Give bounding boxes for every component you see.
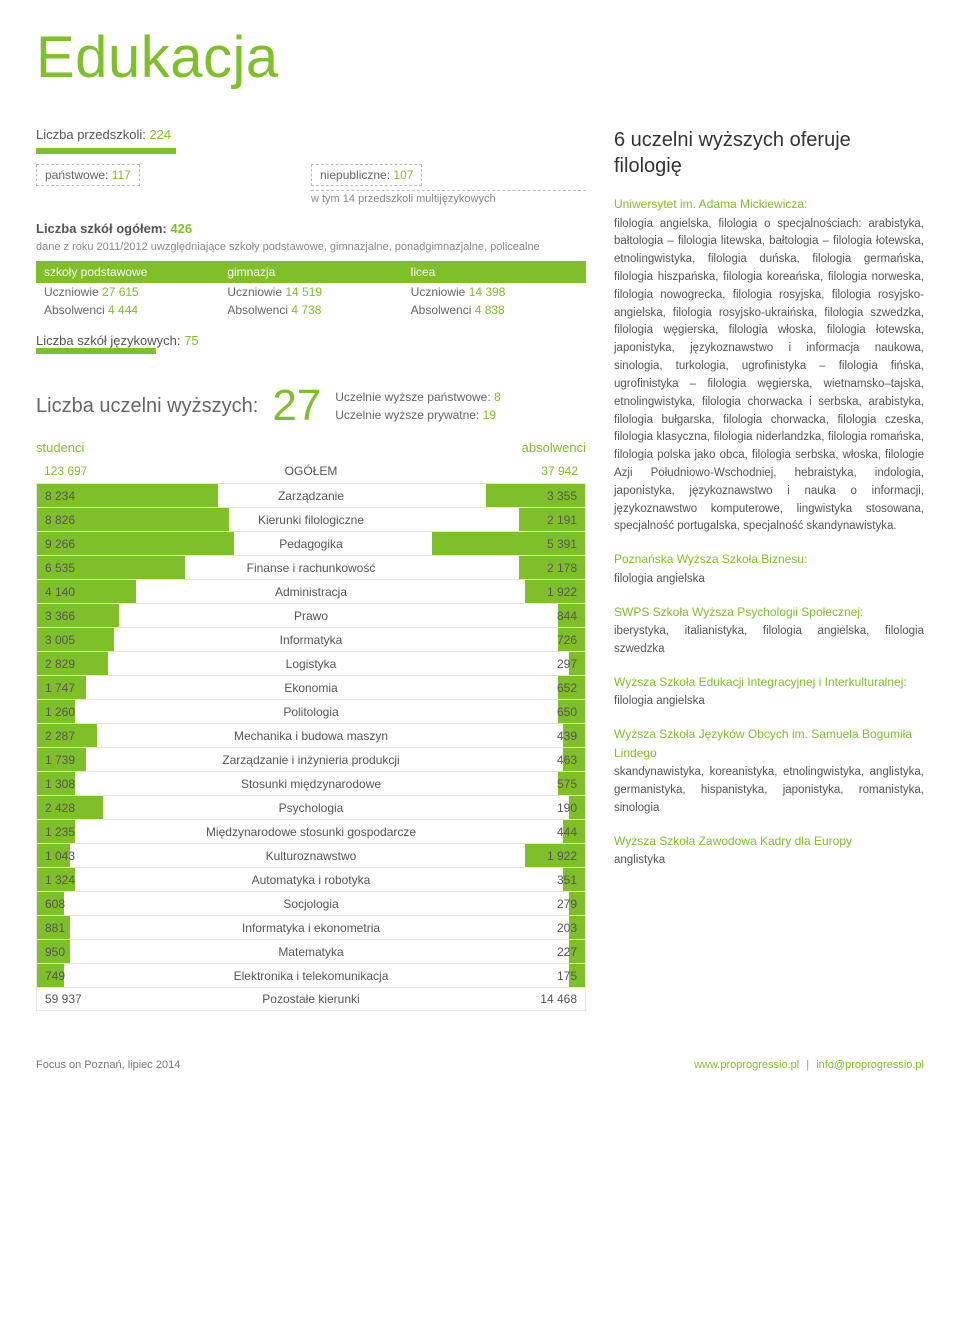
table-row: 749Elektronika i telekomunikacja175 xyxy=(36,963,586,987)
table-row: 1 308Stosunki międzynarodowe575 xyxy=(36,771,586,795)
footer-left: Focus on Poznań, lipiec 2014 xyxy=(36,1059,180,1071)
right-item-head: Poznańska Wyższa Szkoła Biznesu: xyxy=(614,550,924,569)
right-item-head: Wyższa Szkoła Zawodowa Kadry dla Europy xyxy=(614,832,924,851)
table-row: 59 937Pozostałe kierunki14 468 xyxy=(36,987,586,1011)
preschool-value: 224 xyxy=(149,127,171,142)
schools-note: dane z roku 2011/2012 uwzględniające szk… xyxy=(36,241,586,253)
nonpublic-note: w tym 14 przedszkoli multijęzykowych xyxy=(311,190,586,205)
table-row: 2 829Logistyka297 xyxy=(36,651,586,675)
table-row: 881Informatyka i ekonometria203 xyxy=(36,915,586,939)
school-row-grads: Absolwenci 4 444 Absolwenci 4 738 Absolw… xyxy=(36,301,586,319)
right-item-head: Wyższa Szkoła Języków Obcych im. Samuela… xyxy=(614,725,924,762)
right-item-head: Wyższa Szkoła Edukacji Integracyjnej i I… xyxy=(614,673,924,692)
state-box: państwowe: 117 xyxy=(36,164,140,186)
preschool-label: Liczba przedszkoli: xyxy=(36,127,146,142)
footer-email[interactable]: info@proprogressio.pl xyxy=(816,1059,924,1071)
footer: Focus on Poznań, lipiec 2014 www.proprog… xyxy=(36,1059,924,1071)
nonpublic-box: niepubliczne: 107 xyxy=(311,164,422,186)
table-row: 1 235Międzynarodowe stosunki gospodarcze… xyxy=(36,819,586,843)
preschool-section: Liczba przedszkoli: 224 państwowe: 117 n… xyxy=(36,127,586,213)
table-row: 8 826Kierunki filologiczne2 191 xyxy=(36,507,586,531)
table-row: 4 140Administracja1 922 xyxy=(36,579,586,603)
table-row: 1 324Automatyka i robotyka351 xyxy=(36,867,586,891)
schools-total-label: Liczba szkół ogółem: xyxy=(36,221,167,236)
table-total-row: 123 697 OGÓŁEM 37 942 xyxy=(36,459,586,483)
table-row: 3 005Informatyka726 xyxy=(36,627,586,651)
table-header: studenci absolwenci xyxy=(36,440,586,455)
school-row-students: Uczniowie 27 615 Uczniowie 14 519 Ucznio… xyxy=(36,283,586,301)
right-item-body: skandynawistyka, koreanistyka, etnolingw… xyxy=(614,764,924,817)
right-item-head: SWPS Szkoła Wyższa Psychologii Społeczne… xyxy=(614,603,924,622)
table-row: 2 287Mechanika i budowa maszyn439 xyxy=(36,723,586,747)
table-row: 1 043Kulturoznawstwo1 922 xyxy=(36,843,586,867)
table-row: 608Socjologia279 xyxy=(36,891,586,915)
table-row: 2 428Psychologia190 xyxy=(36,795,586,819)
page-title: Edukacja xyxy=(36,24,924,91)
table-row: 1 260Politologia650 xyxy=(36,699,586,723)
table-row: 9 266Pedagogika5 391 xyxy=(36,531,586,555)
footer-url[interactable]: www.proprogressio.pl xyxy=(694,1059,799,1071)
uni-line: Liczba uczelni wyższych: 27 Uczelnie wyż… xyxy=(36,384,586,428)
table-row: 950Matematyka227 xyxy=(36,939,586,963)
table-row: 6 535Finanse i rachunkowość2 178 xyxy=(36,555,586,579)
underline xyxy=(36,148,176,154)
right-item-head: Uniwersytet im. Adama Mickiewicza: xyxy=(614,195,924,214)
school-types-header: szkoły podstawowe gimnazja licea xyxy=(36,261,586,283)
schools-total-value: 426 xyxy=(170,221,192,236)
right-item-body: filologia angielska xyxy=(614,571,924,589)
right-item-body: iberystyka, italianistyka, filologia ang… xyxy=(614,623,924,659)
lang-schools: Liczba szkół językowych: 75 xyxy=(36,333,586,354)
right-item-body: anglistyka xyxy=(614,852,924,870)
table-row: 1 739Zarządzanie i inżynieria produkcji4… xyxy=(36,747,586,771)
table-row: 3 366Prawo844 xyxy=(36,603,586,627)
right-title: 6 uczelni wyższych oferuje filologię xyxy=(614,127,924,179)
right-item-body: filologia angielska, filologia o specjal… xyxy=(614,216,924,537)
table-row: 1 747Ekonomia652 xyxy=(36,675,586,699)
right-item-body: filologia angielska xyxy=(614,693,924,711)
table-row: 8 234Zarządzanie3 355 xyxy=(36,483,586,507)
